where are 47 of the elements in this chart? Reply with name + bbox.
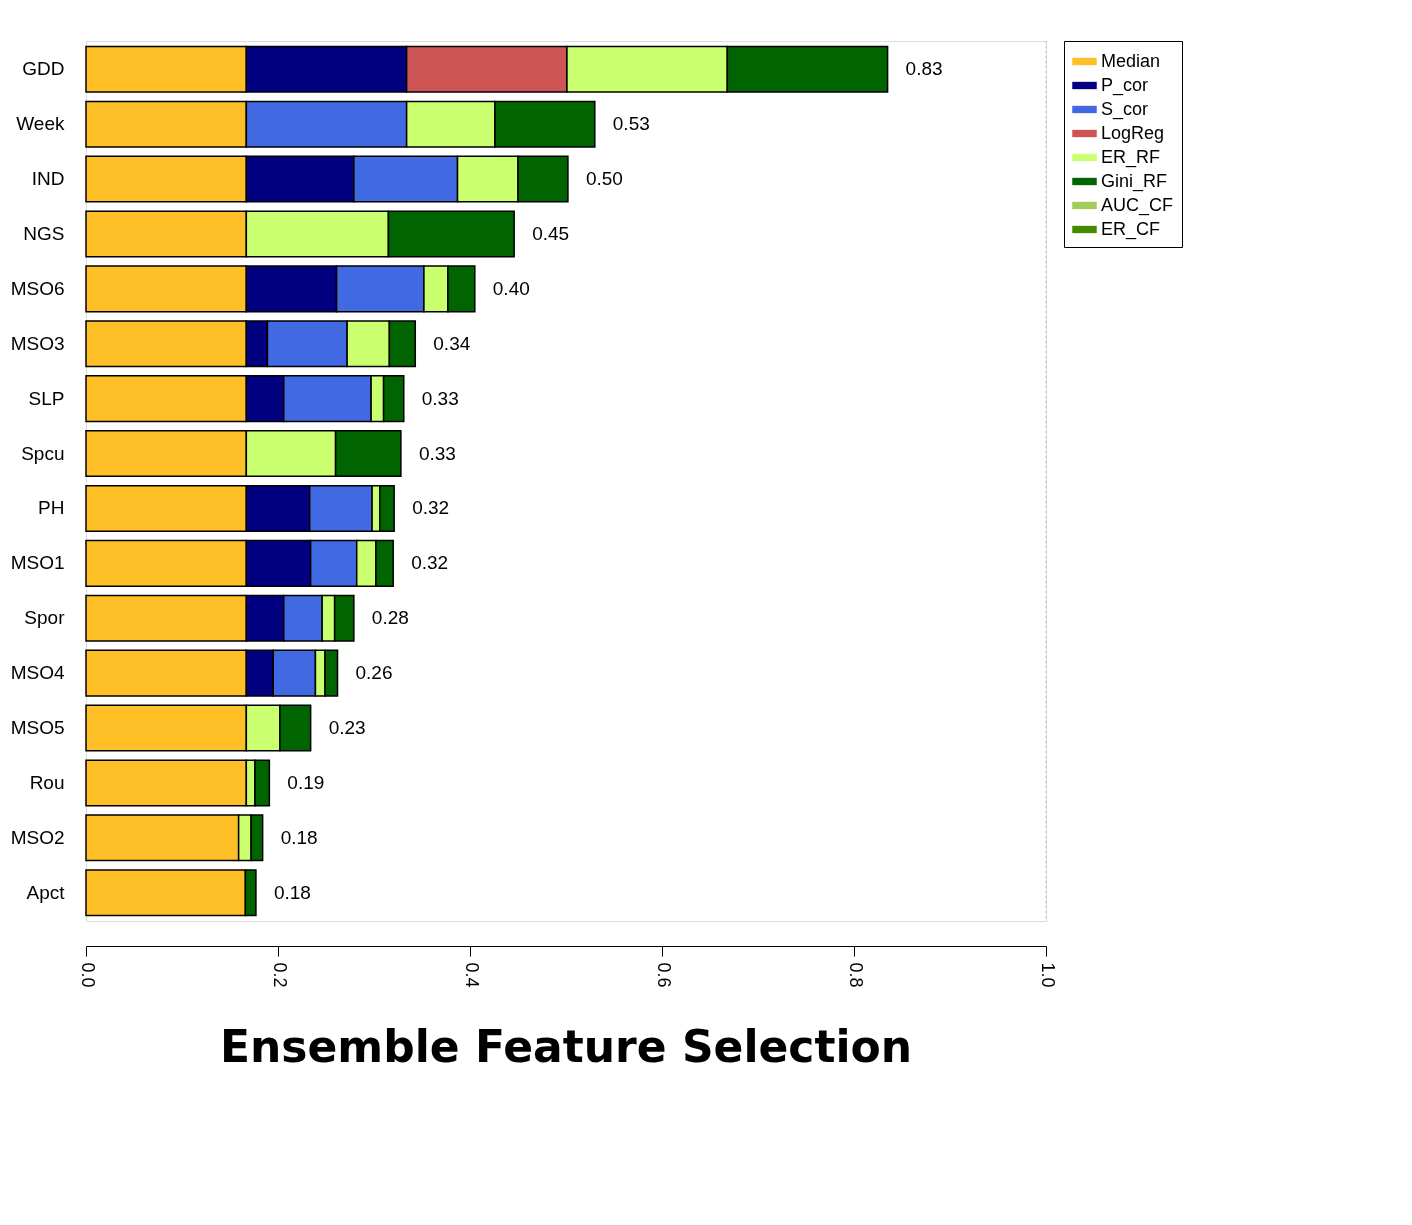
x-tick-label: 0.4 [461, 962, 482, 988]
y-tick-label: Apct [26, 881, 66, 903]
y-tick-label: MSO3 [10, 332, 65, 354]
total-label: 0.53 [612, 113, 650, 135]
y-tick-label: MSO6 [10, 277, 65, 299]
total-label: 0.18 [280, 826, 318, 848]
x-tick-label: 1.0 [1037, 962, 1058, 988]
total-label: 0.50 [585, 168, 623, 190]
legend-label: Median [1101, 50, 1161, 71]
y-tick-label: MSO5 [10, 717, 65, 739]
legend-label: LogReg [1101, 122, 1165, 143]
total-label: 0.32 [412, 497, 450, 519]
total-label: 0.83 [905, 58, 943, 80]
y-tick-label: MSO4 [10, 662, 65, 684]
x-tick-label: 0.0 [77, 962, 98, 988]
total-label: 0.23 [328, 717, 366, 739]
y-tick-label: IND [31, 168, 65, 190]
total-label: 0.32 [411, 552, 449, 574]
text: Ensemble Feature Selection [219, 1021, 913, 1073]
total-label: 0.33 [421, 387, 459, 409]
legend-label: ER_RF [1101, 146, 1161, 168]
legend-label: AUC_CF [1101, 194, 1174, 216]
y-tick-label: NGS [23, 222, 65, 244]
y-tick-label: Spor [24, 607, 66, 629]
y-tick-label: MSO2 [10, 826, 65, 848]
x-tick-label: 0.6 [653, 962, 674, 988]
y-tick-label: GDD [22, 58, 65, 80]
total-label: 0.19 [287, 771, 325, 793]
total-label: 0.34 [433, 332, 471, 354]
x-tick-label: 0.8 [845, 962, 866, 988]
legend-label: P_cor [1101, 74, 1149, 96]
legend-label: Gini_RF [1101, 170, 1168, 192]
y-tick-label: MSO1 [10, 552, 65, 574]
y-tick-label: PH [38, 497, 65, 519]
y-tick-label: Spcu [21, 442, 65, 464]
x-tick-label: 0.2 [269, 962, 290, 988]
total-label: 0.45 [532, 222, 570, 244]
total-label: 0.28 [371, 607, 409, 629]
total-label: 0.18 [273, 881, 311, 903]
legend-label: ER_CF [1101, 218, 1161, 240]
total-label: 0.33 [418, 442, 456, 464]
y-tick-label: Rou [29, 771, 65, 793]
legend-label: S_cor [1101, 98, 1149, 120]
total-label: 0.40 [492, 277, 530, 299]
y-tick-label: Week [16, 113, 65, 135]
total-label: 0.26 [355, 662, 393, 684]
y-tick-label: SLP [28, 387, 65, 409]
